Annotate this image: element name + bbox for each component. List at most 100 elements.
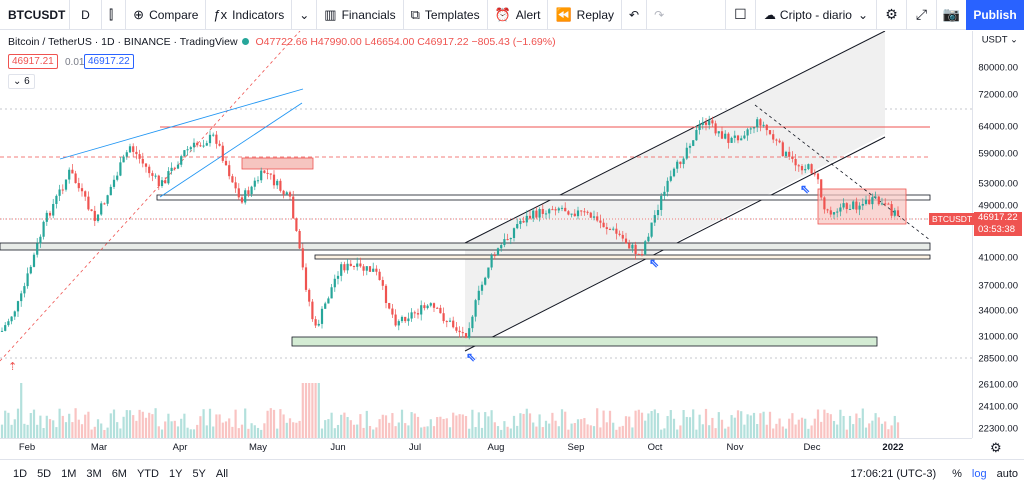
volume-bar — [736, 410, 740, 438]
indicators-collapse-toggle[interactable]: ⌄ 6 — [8, 74, 35, 89]
candle-body — [864, 199, 868, 204]
layout-selector[interactable]: ☁ Cripto - diario ⌄ — [754, 0, 876, 30]
demand-zone[interactable] — [291, 336, 878, 347]
volume-bar — [724, 428, 727, 438]
support-box-lower[interactable] — [314, 254, 931, 260]
chart-area[interactable]: ⇡ ⇖ ⇖ ⇖ — [0, 31, 1024, 461]
fullscreen-layout-button[interactable]: ☐ — [724, 0, 755, 30]
candle-body — [253, 180, 256, 187]
candle-body — [167, 171, 170, 184]
volume-bar — [42, 428, 45, 438]
candle-body — [759, 119, 762, 126]
volume-bar — [282, 414, 285, 438]
candle-body — [464, 333, 468, 338]
volume-bar — [52, 420, 55, 438]
price-axis[interactable]: USDT ⌄ 80000.00 72000.00 64000.00 59000.00 5… — [972, 31, 1024, 438]
alert-button[interactable]: ⏰ Alert — [488, 0, 549, 30]
candle-body — [64, 179, 68, 190]
channel-upper-line[interactable] — [464, 31, 886, 244]
undo-button[interactable]: ↶ — [622, 0, 648, 30]
volume-bar — [160, 429, 164, 438]
candle-body — [381, 280, 384, 286]
volume-bar — [445, 418, 448, 438]
dashed-downtrend-line[interactable] — [754, 104, 931, 241]
clock[interactable]: 17:06:21 (UTC-3) — [850, 468, 937, 480]
volume-bar — [791, 413, 794, 438]
chart-type-button[interactable]: ⫿ — [102, 0, 127, 30]
blue-arrow-icon: ⇖ — [800, 182, 810, 196]
candle-body — [807, 164, 810, 170]
support-box-middle[interactable] — [0, 242, 931, 251]
toolbar-right: ☐ ☁ Cripto - diario ⌄ ⚙ ⤢ 📷 Publish — [724, 0, 1024, 30]
blue-trendline-upper[interactable] — [59, 88, 304, 160]
candle-body — [445, 321, 448, 323]
volume-bar — [173, 420, 176, 438]
snapshot-button[interactable]: 📷 — [936, 0, 966, 30]
range-button-1m[interactable]: 1M — [61, 467, 77, 480]
range-button-1d[interactable]: 1D — [13, 467, 28, 480]
chart-settings-gear-icon[interactable]: ⚙ — [990, 440, 1002, 455]
volume-bar — [327, 419, 330, 438]
candle-body — [212, 134, 215, 136]
candle-body — [490, 255, 493, 268]
templates-button[interactable]: ⧉ Templates — [404, 0, 488, 30]
symbol-search[interactable]: BTCUSDT — [0, 0, 70, 30]
volume-bar — [388, 422, 391, 438]
candle-body — [96, 214, 100, 221]
candle-body — [148, 166, 151, 174]
settings-button[interactable]: ⚙ — [876, 0, 906, 30]
range-button-5y[interactable]: 5Y — [192, 467, 206, 480]
candle-body — [36, 243, 39, 255]
range-button-3m[interactable]: 3M — [86, 467, 102, 480]
volume-bar — [343, 412, 346, 438]
blue-trendline-lower[interactable] — [159, 102, 303, 198]
financials-button[interactable]: ▥ Financials — [317, 0, 404, 30]
volume-bar — [304, 383, 308, 438]
market-open-dot — [241, 38, 249, 45]
legend-title[interactable]: Bitcoin / TetherUS · 1D · BINANCE · Trad… — [8, 36, 238, 48]
redo-button[interactable]: ↷ — [647, 0, 671, 30]
log-toggle[interactable]: log — [971, 468, 987, 480]
volume-bar — [170, 421, 173, 438]
currency-label[interactable]: USDT ⌄ — [981, 34, 1018, 46]
candle-body — [55, 195, 58, 204]
time-tick: Oct — [647, 442, 663, 453]
candle-body — [740, 138, 743, 141]
fullscreen-button[interactable]: ⤢ — [906, 0, 936, 30]
volume-bar — [426, 426, 429, 438]
price-tick: 53000.00 — [978, 178, 1018, 190]
time-tick: 2022 — [882, 442, 904, 453]
resolution-selector[interactable]: D — [70, 0, 102, 30]
candle-body — [512, 228, 516, 238]
volume-bar — [375, 427, 378, 438]
percent-toggle[interactable]: % — [952, 468, 962, 480]
volume-bar — [71, 422, 74, 438]
auto-toggle[interactable]: auto — [996, 468, 1018, 480]
replay-button[interactable]: ⏪ Replay — [548, 0, 623, 30]
supply-zone-may[interactable] — [241, 157, 314, 170]
candle-body — [557, 208, 560, 211]
range-button-all[interactable]: All — [215, 467, 229, 480]
candle-body — [256, 180, 260, 182]
support-box-upper[interactable] — [156, 194, 931, 201]
ask-price[interactable]: 46917.22 — [84, 54, 134, 69]
candle-body — [672, 168, 676, 177]
range-button-6m[interactable]: 6M — [111, 467, 127, 480]
price-chart[interactable]: ⇡ ⇖ ⇖ ⇖ — [0, 31, 972, 438]
range-button-5d[interactable]: 5D — [37, 467, 52, 480]
volume-bar — [525, 408, 528, 438]
indicators-dropdown[interactable]: ⌄ — [292, 0, 318, 30]
volume-bar — [608, 410, 612, 438]
volume-bar — [727, 426, 730, 438]
volume-bar — [116, 422, 119, 438]
bid-price[interactable]: 46917.21 — [8, 54, 58, 69]
time-axis[interactable]: Feb Mar Apr May Jun Jul Aug Sep Oct Nov Dec 2022 — [0, 438, 972, 456]
range-button-ytd[interactable]: YTD — [136, 467, 159, 480]
publish-button[interactable]: Publish — [966, 0, 1024, 30]
compare-button[interactable]: ⊕ Compare — [126, 0, 207, 30]
candle-body — [228, 165, 231, 177]
dashed-red-trendline[interactable] — [0, 31, 301, 362]
replay-label: Replay — [576, 7, 615, 22]
range-button-1y[interactable]: 1Y — [168, 467, 183, 480]
indicators-button[interactable]: ƒx Indicators — [206, 0, 293, 30]
